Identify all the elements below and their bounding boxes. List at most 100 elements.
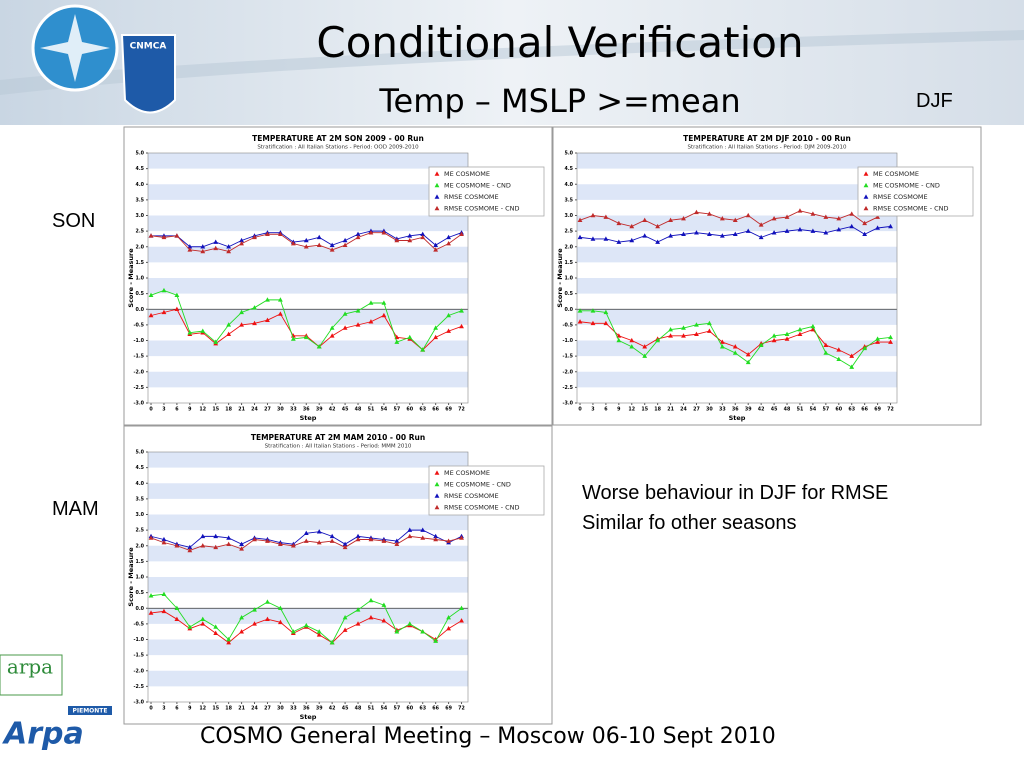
point-marker	[603, 236, 609, 241]
point-marker	[303, 237, 309, 243]
x-tick-label: 6	[175, 407, 179, 413]
legend-label: RMSE COSMOME - CND	[444, 504, 520, 512]
point-marker	[148, 593, 154, 598]
point-marker	[862, 231, 868, 237]
x-tick-label: 9	[188, 407, 192, 413]
point-marker	[407, 527, 413, 532]
point-marker	[433, 247, 439, 252]
legend-label: RMSE COSMOME	[444, 193, 499, 201]
x-tick-label: 39	[316, 706, 323, 712]
point-marker	[329, 533, 335, 539]
point-marker	[277, 311, 283, 316]
point-marker	[239, 541, 244, 546]
point-marker	[252, 305, 257, 310]
point-marker	[433, 638, 439, 643]
point-marker	[629, 223, 635, 229]
point-marker	[316, 540, 322, 545]
x-tick-label: 3	[162, 706, 165, 712]
legend-marker	[863, 182, 869, 188]
y-tick-label: 3.0	[565, 213, 574, 219]
grid-band	[148, 670, 468, 687]
point-marker	[342, 237, 348, 243]
y-tick-label: 5.0	[136, 450, 145, 456]
x-tick-label: 63	[419, 706, 426, 712]
point-marker	[407, 233, 413, 238]
point-marker	[290, 241, 296, 246]
point-marker	[784, 214, 790, 219]
x-tick-label: 42	[758, 407, 765, 413]
x-tick-label: 0	[149, 706, 153, 712]
legend-marker	[434, 470, 440, 475]
djf-label: DJF	[916, 90, 953, 112]
point-marker	[381, 300, 387, 305]
point-marker	[616, 337, 622, 343]
point-marker	[420, 535, 426, 540]
point-marker	[849, 364, 855, 369]
grid-band	[148, 514, 468, 531]
point-marker	[213, 624, 219, 629]
point-marker	[836, 216, 842, 221]
point-marker	[252, 536, 257, 542]
legend-marker	[434, 182, 440, 188]
point-marker	[745, 228, 751, 233]
point-marker	[277, 231, 283, 237]
point-marker	[355, 536, 361, 542]
legend-label: RMSE COSMOME - CND	[873, 205, 949, 213]
legend-label: ME COSMOME	[444, 170, 490, 178]
point-marker	[577, 234, 583, 240]
point-marker	[420, 527, 426, 532]
logo-text: CNMCA	[130, 42, 167, 52]
point-marker	[303, 538, 309, 543]
point-marker	[420, 234, 426, 240]
point-marker	[407, 237, 413, 243]
point-marker	[368, 615, 374, 620]
point-marker	[810, 228, 816, 233]
point-marker	[213, 533, 219, 539]
chart-title: TEMPERATURE AT 2M SON 2009 - 00 Run	[252, 134, 424, 143]
legend-label: RMSE COSMOME - CND	[444, 205, 520, 213]
y-tick-label: -2.0	[134, 369, 145, 375]
point-marker	[252, 621, 257, 626]
point-marker	[213, 544, 219, 550]
x-tick-label: 30	[706, 407, 713, 413]
note-1: Worse behaviour in DJF for RMSE	[582, 482, 889, 504]
x-tick-label: 33	[719, 407, 726, 413]
x-tick-label: 51	[368, 407, 375, 413]
grid-band	[148, 309, 468, 325]
point-marker	[394, 237, 400, 243]
x-tick-label: 48	[355, 706, 362, 712]
chart-subtitle: Stratification : All Italian Stations - …	[257, 145, 419, 151]
x-tick-label: 36	[732, 407, 739, 413]
point-marker	[174, 306, 180, 312]
point-marker	[394, 541, 400, 546]
x-tick-label: 27	[693, 407, 700, 413]
point-marker	[668, 233, 673, 238]
point-marker	[200, 328, 206, 333]
y-tick-label: 2.0	[565, 244, 574, 250]
point-marker	[148, 233, 154, 238]
point-marker	[446, 615, 451, 620]
x-tick-label: 33	[290, 407, 297, 413]
y-tick-label: -1.5	[563, 354, 574, 360]
y-tick-label: -3.0	[563, 401, 574, 407]
point-marker	[433, 325, 439, 330]
y-tick-label: 3.0	[136, 512, 145, 518]
son-label: SON	[52, 210, 96, 232]
point-marker	[290, 629, 296, 634]
point-marker	[577, 308, 583, 313]
point-marker	[213, 339, 219, 344]
x-tick-label: 18	[225, 706, 232, 712]
point-marker	[316, 344, 322, 349]
y-tick-label: 0.0	[136, 606, 145, 612]
point-marker	[433, 334, 439, 340]
point-marker	[148, 312, 154, 318]
point-marker	[226, 322, 232, 327]
point-marker	[655, 223, 661, 229]
point-marker	[433, 533, 439, 539]
x-tick-label: 36	[303, 706, 310, 712]
point-marker	[174, 543, 180, 548]
point-marker	[823, 350, 829, 355]
y-tick-label: 3.5	[565, 197, 574, 203]
point-marker	[342, 325, 348, 330]
y-tick-label: -3.0	[134, 401, 145, 407]
